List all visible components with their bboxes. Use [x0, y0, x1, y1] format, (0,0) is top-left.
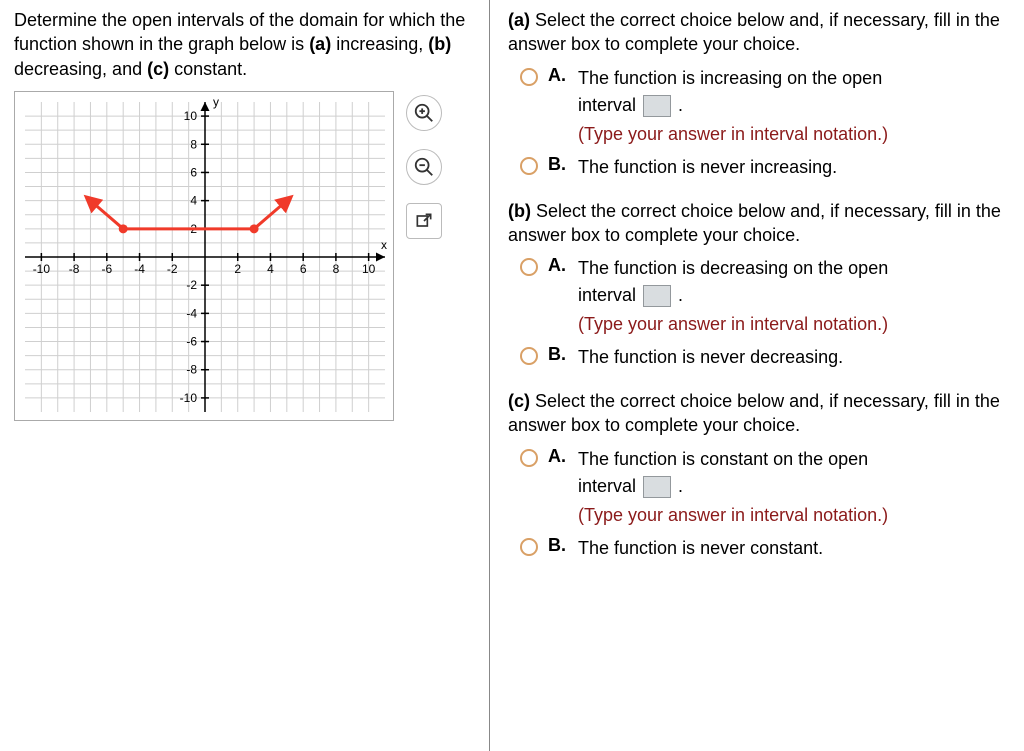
svg-text:-6: -6 [101, 262, 112, 276]
svg-text:6: 6 [300, 262, 307, 276]
svg-text:10: 10 [362, 262, 376, 276]
choice-letter: B. [548, 154, 568, 175]
q-mid2: decreasing, and [14, 59, 147, 79]
part-c-choice-B[interactable]: B. The function is never constant. [520, 535, 1010, 562]
zoom-in-icon [413, 102, 435, 124]
choice-letter: A. [548, 446, 568, 467]
q-bold-a: (a) [309, 34, 331, 54]
q-bold-c: (c) [147, 59, 169, 79]
choice-body: The function is decreasing on the open i… [578, 255, 1010, 338]
part-a-text: Select the correct choice below and, if … [508, 10, 1000, 54]
question-panel: Determine the open intervals of the doma… [0, 0, 490, 751]
a-A-line1: The function is increasing on the open [578, 68, 882, 88]
part-c-choice-A[interactable]: A. The function is constant on the open … [520, 446, 1010, 529]
graph-tools [406, 95, 442, 239]
svg-text:-10: -10 [33, 262, 51, 276]
part-c-bold: (c) [508, 391, 530, 411]
b-A-line2-post: . [673, 285, 683, 305]
svg-text:-2: -2 [167, 262, 178, 276]
svg-text:-8: -8 [69, 262, 80, 276]
popout-button[interactable] [406, 203, 442, 239]
radio-c-A[interactable] [520, 449, 538, 467]
part-a-prompt: (a) Select the correct choice below and,… [508, 8, 1010, 57]
svg-text:6: 6 [190, 165, 197, 179]
choice-letter: A. [548, 65, 568, 86]
svg-text:-8: -8 [186, 363, 197, 377]
radio-b-A[interactable] [520, 258, 538, 276]
b-A-hint: (Type your answer in interval notation.) [578, 311, 1010, 338]
svg-text:8: 8 [190, 137, 197, 151]
svg-text:10: 10 [184, 109, 198, 123]
svg-text:4: 4 [267, 262, 274, 276]
radio-a-A[interactable] [520, 68, 538, 86]
answer-panel: (a) Select the correct choice below and,… [490, 0, 1024, 751]
zoom-out-icon [413, 156, 435, 178]
radio-c-B[interactable] [520, 538, 538, 556]
answer-box-c[interactable] [643, 476, 671, 498]
part-b-bold: (b) [508, 201, 531, 221]
svg-text:-6: -6 [186, 334, 197, 348]
part-b-text: Select the correct choice below and, if … [508, 201, 1001, 245]
choice-body: The function is increasing on the open i… [578, 65, 1010, 148]
a-A-hint: (Type your answer in interval notation.) [578, 121, 1010, 148]
popout-icon [414, 211, 434, 231]
choice-letter: A. [548, 255, 568, 276]
part-c-text: Select the correct choice below and, if … [508, 391, 1000, 435]
svg-text:2: 2 [234, 262, 241, 276]
radio-a-B[interactable] [520, 157, 538, 175]
part-a-bold: (a) [508, 10, 530, 30]
radio-b-B[interactable] [520, 347, 538, 365]
zoom-in-button[interactable] [406, 95, 442, 131]
part-b-choice-A[interactable]: A. The function is decreasing on the ope… [520, 255, 1010, 338]
graph[interactable]: -10-8-6-4-2246810-10-8-6-4-2246810xy [14, 91, 394, 421]
svg-text:-4: -4 [134, 262, 145, 276]
choice-letter: B. [548, 344, 568, 365]
a-A-line2-post: . [673, 95, 683, 115]
c-A-line2-post: . [673, 476, 683, 496]
svg-text:8: 8 [333, 262, 340, 276]
q-mid3: constant. [169, 59, 247, 79]
zoom-out-button[interactable] [406, 149, 442, 185]
part-a-choice-A[interactable]: A. The function is increasing on the ope… [520, 65, 1010, 148]
c-A-line2-pre: interval [578, 476, 641, 496]
graph-svg: -10-8-6-4-2246810-10-8-6-4-2246810xy [15, 92, 395, 422]
svg-text:-2: -2 [186, 278, 197, 292]
choice-letter: B. [548, 535, 568, 556]
choice-body: The function is constant on the open int… [578, 446, 1010, 529]
q-mid1: increasing, [331, 34, 428, 54]
b-B-text: The function is never decreasing. [578, 344, 1010, 371]
a-B-text: The function is never increasing. [578, 154, 1010, 181]
a-A-line2-pre: interval [578, 95, 641, 115]
svg-text:-4: -4 [186, 306, 197, 320]
q-bold-b: (b) [428, 34, 451, 54]
b-A-line1: The function is decreasing on the open [578, 258, 888, 278]
svg-text:-10: -10 [180, 391, 198, 405]
question-text: Determine the open intervals of the doma… [14, 8, 475, 81]
part-a-choice-B[interactable]: B. The function is never increasing. [520, 154, 1010, 181]
c-B-text: The function is never constant. [578, 535, 1010, 562]
part-c-prompt: (c) Select the correct choice below and,… [508, 389, 1010, 438]
c-A-line1: The function is constant on the open [578, 449, 868, 469]
answer-box-a[interactable] [643, 95, 671, 117]
c-A-hint: (Type your answer in interval notation.) [578, 502, 1010, 529]
svg-text:y: y [213, 95, 219, 109]
part-b-choice-B[interactable]: B. The function is never decreasing. [520, 344, 1010, 371]
svg-text:4: 4 [190, 194, 197, 208]
answer-box-b[interactable] [643, 285, 671, 307]
svg-text:x: x [381, 238, 387, 252]
b-A-line2-pre: interval [578, 285, 641, 305]
part-b-prompt: (b) Select the correct choice below and,… [508, 199, 1010, 248]
